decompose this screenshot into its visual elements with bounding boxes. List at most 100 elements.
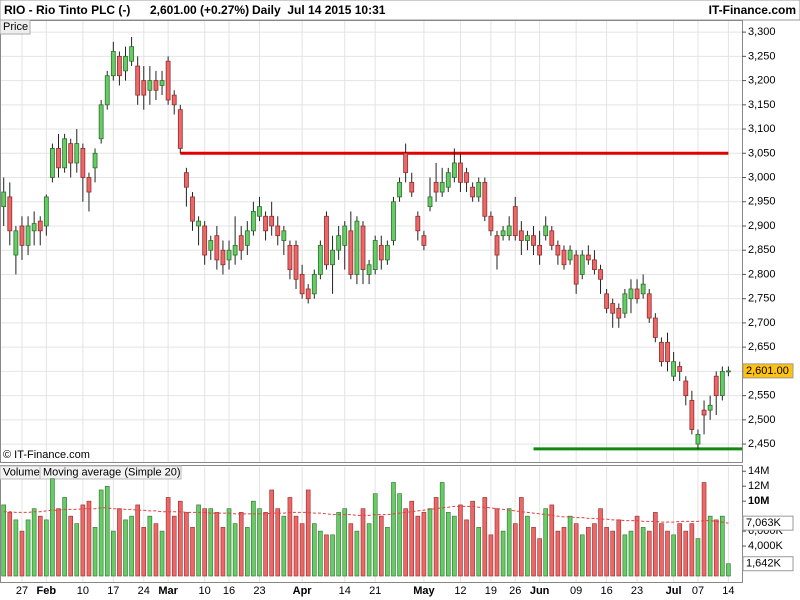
candle-body: [311, 274, 317, 295]
volume-bar: [311, 523, 317, 577]
x-tick-label: 09: [570, 585, 582, 597]
x-tick-label: 23: [253, 585, 265, 597]
candle-body: [683, 380, 689, 397]
legend-ma: Moving average (Simple 20): [43, 467, 181, 479]
volume-bar: [220, 527, 226, 577]
candle-body: [592, 259, 597, 270]
volume-bar: [104, 485, 110, 577]
volume-bar: [488, 534, 494, 577]
candle-body: [476, 181, 482, 198]
candle-body: [464, 172, 469, 183]
candle-body: [421, 235, 427, 246]
x-tick-label: 07: [692, 585, 704, 597]
candle-body: [366, 264, 372, 275]
candle-body: [458, 162, 463, 183]
volume-bar: [111, 530, 116, 577]
candle-body: [665, 341, 670, 363]
volume-bar: [427, 508, 433, 577]
candle-body: [433, 181, 439, 193]
candle-body: [360, 225, 366, 270]
candle-body: [378, 244, 384, 261]
candle-body: [293, 244, 299, 280]
volume-bar: [415, 515, 421, 577]
volume-bar: [586, 527, 591, 577]
volume-bar: [293, 515, 299, 577]
last-price: 2,601.00 (+0.27%): [150, 3, 249, 17]
legend-box: [39, 465, 182, 480]
volume-bar: [92, 527, 98, 577]
volume-tick-label: 4,000K: [748, 540, 784, 552]
volume-bar: [452, 515, 457, 577]
volume-bar: [726, 563, 731, 577]
candle-body: [494, 235, 500, 256]
y-tick-label: 3,000: [748, 172, 776, 184]
volume-bar: [695, 538, 701, 577]
volume-bar: [476, 527, 482, 577]
candle-body: [518, 230, 524, 241]
volume-bar: [458, 504, 463, 577]
volume-bar: [238, 512, 244, 577]
y-tick-label: 2,800: [748, 268, 776, 280]
panel-tag: [0, 19, 31, 35]
volume-bar: [397, 493, 402, 577]
candle-body: [622, 293, 628, 314]
volume-bar: [445, 512, 451, 577]
volume-bar: [50, 478, 55, 577]
volume-bar: [640, 527, 646, 577]
volume-bar: [592, 523, 597, 577]
volume-bar: [421, 512, 427, 577]
last-price-label: 2,601.00: [746, 365, 789, 377]
volume-bar: [598, 508, 603, 577]
y-tick-label: 2,650: [748, 341, 776, 353]
source: IT-Finance.com: [709, 3, 796, 17]
candle-body: [226, 249, 232, 261]
y-tick-label: 3,300: [748, 26, 776, 38]
volume-bar: [25, 519, 31, 577]
candle-body: [646, 293, 652, 319]
volume-bar: [226, 508, 232, 577]
candle-body: [391, 201, 396, 241]
candle-body: [287, 244, 293, 270]
x-tick-label: 14: [339, 585, 351, 597]
candle-body: [317, 244, 323, 275]
candle-body: [628, 288, 634, 300]
volume-bar: [171, 515, 177, 577]
volume-bar: [80, 504, 86, 577]
candle-body: [348, 230, 354, 275]
volume-bar: [68, 515, 73, 577]
x-tick-label: 23: [631, 585, 643, 597]
x-tick-label: 24: [138, 585, 150, 597]
volume-bar: [707, 515, 713, 577]
y-tick-label: 3,250: [748, 50, 776, 62]
candle-body: [37, 220, 43, 232]
candle-body: [671, 361, 676, 377]
candle-body: [25, 225, 31, 246]
candle-body: [689, 400, 695, 430]
candle-body: [640, 283, 646, 295]
volume-bar: [336, 512, 341, 577]
x-tick-label: 19: [485, 585, 497, 597]
candle-body: [409, 181, 415, 193]
volume-bar: [671, 534, 676, 577]
volume-bar: [403, 508, 408, 577]
volume-bar: [31, 508, 37, 577]
volume-bar: [190, 527, 195, 577]
volume-last-label-box: [742, 556, 794, 572]
volume-bar: [281, 515, 287, 577]
candle-body: [439, 181, 445, 193]
x-tick-label: May: [413, 585, 435, 597]
candle-body: [634, 288, 640, 300]
volume-bar: [372, 493, 378, 577]
last-price-label-box: [742, 363, 794, 379]
volume-bar: [525, 515, 530, 577]
candle-body: [281, 230, 287, 241]
candle-body: [183, 172, 189, 188]
volume-bar: [683, 530, 689, 577]
volume-bar: [366, 523, 372, 577]
volume-bar: [153, 523, 159, 577]
volume-bar: [628, 530, 634, 577]
volume-bar: [56, 508, 61, 577]
candle-body: [726, 370, 731, 373]
volume-bar: [117, 508, 122, 577]
